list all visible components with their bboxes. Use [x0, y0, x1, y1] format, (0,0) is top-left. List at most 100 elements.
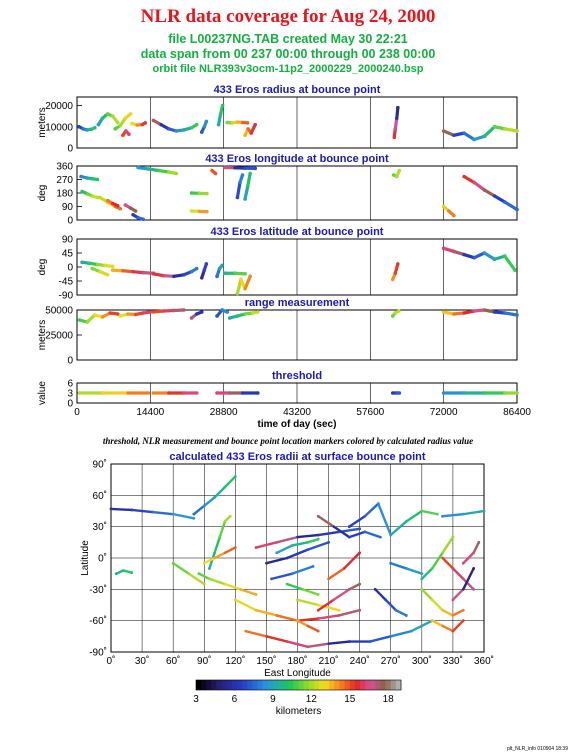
colorbar-swatch — [365, 680, 371, 690]
colorbar-swatch — [252, 680, 258, 690]
data-point — [253, 166, 258, 171]
data-point — [213, 171, 218, 176]
map-track-segment — [327, 567, 346, 581]
figure-caption: threshold, NLR measurement and bounce po… — [102, 436, 474, 446]
map-track-segment — [265, 556, 289, 565]
map-track-segment — [296, 533, 320, 539]
data-point — [182, 308, 186, 312]
data-point — [194, 266, 199, 271]
map-track-segment — [348, 515, 367, 528]
panel-title: 433 Eros latitude at bounce point — [211, 226, 384, 238]
x-tick-label: 43200 — [283, 407, 311, 418]
map-y-tick-label: -60˚ — [89, 615, 107, 627]
y-axis-label: value — [37, 381, 48, 405]
data-segment — [482, 188, 497, 198]
map-track-point — [358, 582, 362, 586]
map-track-point — [233, 546, 237, 549]
colorbar-swatch — [221, 680, 228, 690]
data-point — [127, 132, 131, 136]
map-track-segment — [363, 502, 380, 518]
colorbar-swatch — [262, 680, 269, 690]
map-title: calculated 433 Eros radii at surface bou… — [169, 451, 425, 463]
map-x-tick-label: 180˚ — [287, 655, 307, 667]
colorbar-swatch — [329, 680, 335, 690]
map-track-segment — [223, 582, 242, 591]
colorbar-swatch — [370, 680, 376, 690]
y-tick-label: 6 — [67, 379, 73, 390]
colorbar-swatch — [390, 680, 397, 690]
data-point — [93, 126, 97, 130]
map-track-segment — [275, 535, 299, 544]
map-track-point — [228, 514, 232, 518]
map-track-segment — [405, 509, 424, 523]
data-segment — [472, 251, 487, 260]
map-track-segment — [265, 635, 289, 643]
data-point — [204, 119, 209, 124]
map-track-segment — [197, 572, 211, 581]
map-track-segment — [389, 520, 408, 537]
map-track-point — [202, 582, 206, 586]
y-axis-label: meters — [37, 320, 48, 351]
colorbar-swatch — [257, 680, 264, 690]
colorbar-swatch — [339, 680, 346, 690]
map-track-segment — [208, 577, 227, 586]
data-segment — [235, 180, 242, 200]
y-axis-label: deg — [37, 259, 48, 276]
map-track-segment — [317, 598, 335, 612]
data-point — [255, 310, 260, 314]
map-track-segment — [377, 502, 392, 537]
data-point — [105, 272, 110, 277]
data-point — [397, 309, 401, 313]
data-point — [205, 191, 209, 196]
y-tick-label: 360 — [56, 162, 73, 173]
map-track-segment — [332, 525, 351, 539]
y-tick-label: 90 — [62, 202, 74, 213]
data-point — [118, 206, 123, 211]
data-segment — [216, 112, 223, 127]
y-tick-label: 0 — [67, 216, 73, 227]
x-tick-label: 57600 — [356, 407, 384, 418]
data-segment — [246, 171, 252, 189]
map-track-segment — [441, 556, 455, 570]
colorbar-swatch — [288, 680, 294, 690]
data-point — [143, 121, 148, 125]
map-track-segment — [410, 619, 434, 633]
data-point — [115, 312, 120, 316]
data-segment — [503, 254, 517, 272]
map-track-segment — [363, 530, 382, 539]
data-point — [245, 121, 250, 125]
map-track-segment — [218, 520, 227, 539]
data-point — [148, 310, 153, 314]
map-track-segment — [239, 588, 258, 596]
data-point — [396, 262, 400, 266]
map-track-point — [451, 535, 455, 539]
colorbar-tick-label: 12 — [306, 694, 318, 705]
map-track-segment — [254, 541, 278, 549]
data-segment — [482, 125, 497, 138]
footer-stamp: plt_NLR_info 010904 18:39 — [507, 746, 568, 752]
map-track-segment — [223, 546, 237, 554]
map-track-segment — [317, 515, 335, 528]
map-track-segment — [342, 551, 361, 570]
map-track-segment — [348, 530, 367, 539]
map-track-segment — [317, 530, 341, 537]
map-track-segment — [151, 510, 175, 516]
y-tick-label: 3 — [67, 389, 73, 400]
panel-title: threshold — [272, 370, 322, 382]
data-point — [397, 391, 402, 395]
map-track-segment — [306, 624, 320, 633]
colorbar-swatch — [380, 680, 387, 690]
colorbar-swatch — [349, 680, 356, 690]
data-segment — [472, 180, 487, 192]
map-track-segment — [441, 609, 455, 617]
map-track-segment — [244, 629, 268, 638]
y-tick-label: 0 — [67, 144, 73, 155]
map-track-segment — [234, 598, 258, 612]
colorbar-swatch — [354, 680, 361, 690]
map-track-segment — [462, 577, 475, 591]
map-y-tick-label: 30˚ — [93, 521, 107, 533]
map-track-segment — [374, 588, 387, 601]
map-track-segment — [451, 588, 465, 601]
colorbar-tick-label: 15 — [344, 694, 356, 705]
map-track-segment — [451, 609, 465, 617]
